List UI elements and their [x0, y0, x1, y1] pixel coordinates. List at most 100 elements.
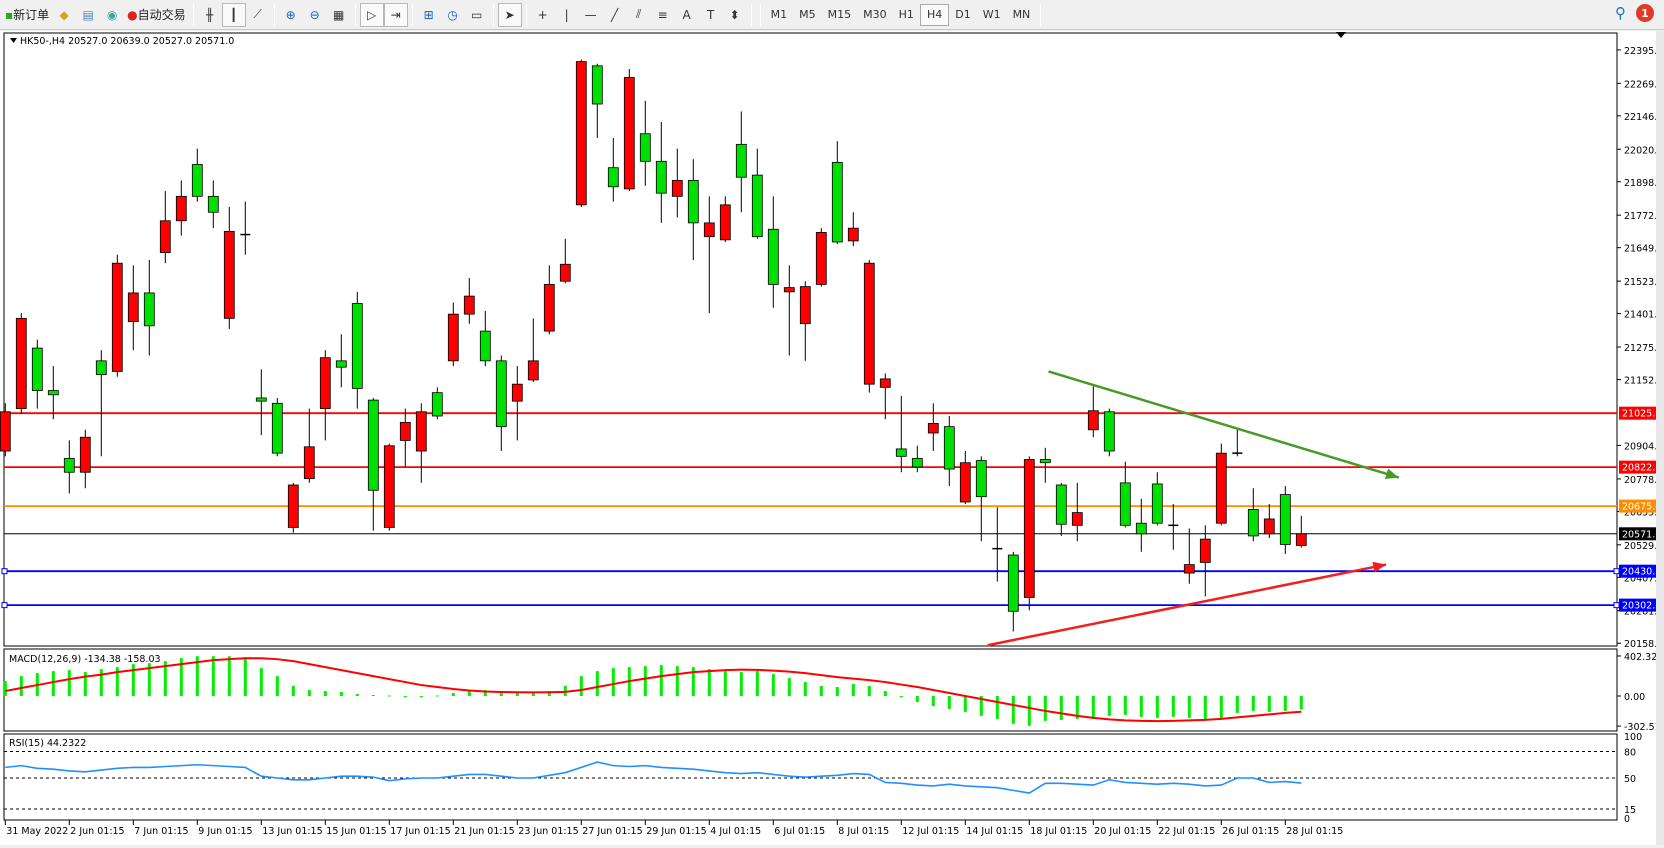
macd-histogram-bar — [579, 676, 583, 696]
price-tick-label: 21772.0 — [1624, 211, 1663, 222]
chart-shift-icon: ⇥ — [390, 7, 401, 22]
time-tick-label: 15 Jun 01:15 — [326, 826, 386, 837]
signals-button[interactable]: ◉ — [100, 3, 124, 27]
rsi-tick-label: 80 — [1624, 747, 1636, 758]
indicators-button[interactable]: ⊞ — [417, 3, 441, 27]
timeframe-m15[interactable]: M15 — [827, 8, 852, 21]
candle-body — [527, 360, 539, 381]
macd-histogram-bar — [675, 666, 679, 696]
text-label-button[interactable]: T — [699, 3, 723, 27]
chart-shift-button[interactable]: ⇥ — [383, 2, 408, 27]
chart-window[interactable]: HK50-,H4 20527.0 20639.0 20527.0 20571.0… — [0, 31, 1664, 845]
candle-body — [127, 292, 139, 322]
tile-windows-button[interactable]: ▦ — [327, 3, 351, 27]
equidistant-channel-button[interactable]: ⫽ — [627, 3, 651, 27]
candle-body — [431, 392, 443, 417]
cursor-button[interactable]: ➤ — [497, 2, 522, 27]
equidistant-channel-icon: ⫽ — [635, 7, 642, 21]
rsi-label: RSI(15) 44.2322 — [9, 738, 86, 749]
crosshair-button[interactable]: + — [531, 3, 555, 27]
candle-body — [399, 421, 411, 441]
zoom-in-button[interactable]: ⊕ — [279, 3, 303, 27]
candle-body — [831, 161, 843, 243]
candle-body — [799, 286, 811, 325]
divider — [192, 3, 194, 26]
auto-scroll-button[interactable]: ▷ — [359, 2, 384, 27]
candle-body — [63, 458, 75, 473]
price-label-bg — [1619, 564, 1664, 578]
candle-body — [671, 180, 683, 197]
time-tick-label: 14 Jul 01:15 — [966, 826, 1023, 837]
zoom-out-button[interactable]: ⊖ — [303, 3, 327, 27]
time-tick-label: 2 Jun 01:15 — [70, 826, 124, 837]
divider — [525, 3, 527, 26]
macd-histogram-bar — [1059, 696, 1063, 720]
auto-trading-button[interactable]: ● 自动交易 — [127, 7, 186, 23]
bar-chart-button[interactable]: ╫ — [198, 3, 222, 27]
candle-body — [703, 222, 715, 238]
rsi-tick-label: 100 — [1624, 732, 1642, 743]
timeframe-d1[interactable]: D1 — [955, 8, 971, 21]
navigator-button[interactable]: ▤ — [76, 3, 100, 27]
candle-body — [607, 167, 619, 188]
candlestick-button[interactable]: ┃ — [221, 2, 246, 27]
timeframe-m1[interactable]: M1 — [770, 8, 788, 21]
time-tick-label: 6 Jul 01:15 — [774, 826, 825, 837]
rsi-line — [5, 761, 1302, 794]
price-label-bg — [1619, 406, 1664, 420]
macd-histogram-bar — [787, 678, 791, 696]
macd-histogram-bar — [1171, 696, 1175, 717]
timeframe-mn[interactable]: MN — [1012, 8, 1031, 21]
trendline-arrowhead — [1372, 561, 1387, 573]
candle-body — [1215, 452, 1227, 524]
arrows-button[interactable]: ⬍ — [723, 3, 747, 27]
line-chart-icon: ⟋ — [253, 7, 262, 21]
line-chart-button[interactable]: ⟋ — [246, 3, 270, 27]
vertical-line-button[interactable]: | — [555, 3, 579, 27]
timeframe-w1[interactable]: W1 — [982, 8, 1001, 21]
timeframe-h4[interactable]: H4 — [919, 3, 950, 26]
chart-canvas[interactable]: HK50-,H4 20527.0 20639.0 20527.0 20571.0… — [0, 31, 1664, 845]
macd-histogram-bar — [323, 691, 327, 696]
timeframe-h1[interactable]: H1 — [898, 8, 914, 21]
market-watch-button[interactable]: ◆ — [52, 3, 76, 27]
trendline — [1048, 370, 1400, 479]
price-tick-label: 20655.5 — [1624, 507, 1663, 518]
periods-button[interactable]: ◷ — [441, 3, 465, 27]
search-icon[interactable]: ⚲ — [1615, 4, 1626, 22]
candle-body — [1135, 522, 1147, 535]
stop-icon: ● — [127, 7, 138, 22]
candle-body — [751, 174, 763, 238]
horizontal-line-button[interactable]: — — [579, 3, 603, 27]
line-anchor-handle — [1, 568, 8, 575]
notification-badge[interactable]: 1 — [1636, 4, 1654, 22]
time-tick-label: 22 Jul 01:15 — [1158, 826, 1215, 837]
main-panel-frame — [3, 32, 1618, 647]
macd-histogram-bar — [307, 690, 311, 696]
time-tick-label: 13 Jun 01:15 — [262, 826, 322, 837]
chart-info-label: HK50-,H4 20527.0 20639.0 20527.0 20571.0 — [20, 36, 234, 47]
candle-body — [1039, 459, 1051, 464]
candle-body — [223, 230, 235, 319]
macd-histogram-bar — [707, 669, 711, 696]
signal-icon: ◉ — [106, 7, 118, 22]
trendline — [987, 563, 1387, 647]
timeframe-m30[interactable]: M30 — [863, 8, 887, 21]
macd-histogram-bar — [1091, 696, 1095, 719]
macd-histogram-bar — [83, 672, 87, 696]
zoom-out-icon: ⊖ — [309, 7, 320, 22]
time-tick-label: 26 Jul 01:15 — [1222, 826, 1279, 837]
price-tick-label: 20281.0 — [1624, 607, 1663, 618]
text-button[interactable]: A — [675, 3, 699, 27]
candle-body — [511, 383, 523, 402]
fibonacci-button[interactable]: ≡ — [651, 3, 675, 27]
new-order-button[interactable]: ▪ 新订单 — [5, 7, 50, 23]
gold-icon: ◆ — [59, 7, 69, 22]
trendline-button[interactable]: ╱ — [603, 3, 627, 27]
templates-button[interactable]: ▭ — [465, 3, 489, 27]
macd-histogram-bar — [371, 695, 375, 697]
candle-body — [351, 303, 363, 389]
candle-body — [111, 262, 123, 372]
candle-body — [495, 360, 507, 428]
timeframe-m5[interactable]: M5 — [799, 8, 816, 21]
